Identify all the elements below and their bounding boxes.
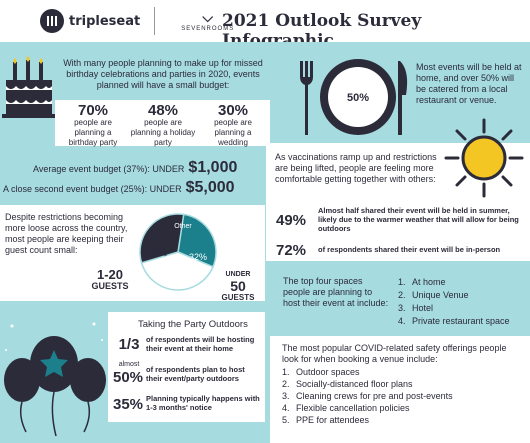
outdoors-stat-planning-value: 35% [112, 396, 144, 413]
pie-label-other: Other [174, 223, 192, 230]
outdoors-stat-planning: 35% Planning typically happens with 1-3 … [108, 392, 265, 420]
spaces-list: 1. At home 2. Unique Venue 3. Hotel 4. Priva… [398, 276, 526, 327]
pie-label-39: 39% [149, 248, 167, 258]
header: tripleseat ⌵ SEVENROOMS [0, 0, 530, 42]
tripleseat-logo-icon [40, 9, 64, 33]
pie-slice-other [177, 213, 217, 268]
outdoors-heading: Taking the Party Outdoors [138, 319, 248, 330]
guests-card [0, 205, 265, 301]
sevenrooms-logo-icon: ⌵ [202, 9, 214, 25]
budget-line-1-label: Average event budget (37%): UNDER [33, 164, 185, 174]
spaces-list-item: 1. At home [398, 277, 446, 287]
budget-line-2-value: $5,000 [185, 179, 235, 196]
safety-intro: The most popular COVID-related safety of… [282, 343, 507, 364]
stat-holiday: 48% people are planning a holiday party [130, 103, 196, 148]
outdoors-stat-outdoors-value: 50% [112, 369, 144, 386]
budget-line-2: A close second event budget (25%): UNDER… [3, 179, 273, 196]
guests-under-word: UNDER [225, 271, 251, 278]
plate-fork-knife-icon: 50% [300, 59, 408, 135]
guests-guests-word: GUESTS [221, 293, 255, 302]
vaccine-stat-summer: 49% Almost half shared their event will … [270, 206, 526, 236]
safety-list-item: 5. PPE for attendees [282, 415, 370, 425]
tripleseat-logo: tripleseat [40, 9, 140, 33]
guests-intro: Despite restrictions becoming more loose… [5, 212, 128, 255]
budget-line-1-value: $1,000 [188, 159, 238, 176]
tripleseat-brand-text: tripleseat [69, 13, 141, 29]
vaccine-stat-inperson-label: of respondents shared their event will b… [318, 245, 501, 254]
safety-list-item: 3. Cleaning crews for pre and post-events [282, 391, 453, 401]
stat-birthday-label: people are planning a birthday party [68, 118, 118, 147]
pie-slice-1-20 [140, 251, 214, 291]
vaccine-stat-summer-value: 49% [276, 212, 307, 229]
guests-small-label: 1-20 GUESTS [88, 268, 132, 291]
vaccine-stat-inperson-value: 72% [276, 242, 307, 259]
safety-list-item: 4. Flexible cancellation policies [282, 403, 410, 413]
outdoors-stat-outdoors-label: of respondents plan to host their event/… [146, 365, 245, 383]
outdoors-stat-home: 1/3 of respondents will be hosting their… [108, 333, 265, 361]
guests-small-number: 1-20 [96, 267, 124, 282]
outdoors-stat-home-label: of respondents will be hosting their eve… [146, 335, 255, 353]
spaces-list-item: 3. Hotel [398, 303, 434, 313]
outdoors-stat-outdoors: almost 50% of respondents plan to host t… [108, 361, 265, 390]
spaces-list-item: 2. Unique Venue [398, 290, 469, 300]
vaccine-intro: As vaccinations ramp up and restrictions… [275, 152, 437, 184]
balloons-icon [4, 322, 106, 437]
vaccine-stat-summer-label: Almost half shared their event will be h… [318, 206, 519, 233]
stat-holiday-value: 48% [147, 102, 179, 119]
home-text: Most events will be held at home, and ov… [416, 62, 522, 105]
guests-small-word: GUESTS [91, 281, 129, 291]
stat-wedding: 30% people are planning a wedding [200, 103, 266, 148]
outdoors-stat-planning-label: Planning typically happens with 1-3 mont… [146, 394, 260, 412]
stat-wedding-value: 30% [217, 102, 249, 119]
outdoors-card [108, 312, 265, 422]
safety-list-item: 1. Outdoor spaces [282, 367, 360, 377]
vaccine-stat-inperson: 72% of respondents shared their event wi… [270, 240, 526, 259]
birthday-cake-icon [2, 56, 56, 118]
spaces-list-item: 4. Private restaurant space [398, 316, 510, 326]
stat-wedding-label: people are planning a wedding [214, 118, 252, 147]
pie-label-32: 32% [189, 252, 207, 262]
safety-list-item: 2. Socially-distanced floor plans [282, 379, 413, 389]
birthday-intro: With many people planning to make up for… [63, 58, 263, 90]
budget-line-2-label: A close second event budget (25%): UNDER [3, 184, 182, 194]
home-pie-label: 50% [347, 92, 369, 104]
stat-birthday-value: 70% [77, 102, 109, 119]
safety-card [270, 336, 530, 443]
sun-icon [444, 118, 524, 198]
budget-line-1: Average event budget (37%): UNDER $1,000 [33, 159, 273, 176]
sevenrooms-logo: ⌵ SEVENROOMS [181, 10, 234, 32]
stat-birthday: 70% people are planning a birthday party [60, 103, 126, 148]
pie-slice-under-50 [139, 213, 185, 264]
outdoors-stat-home-value: 1/3 [118, 336, 140, 353]
birthday-stats-card [55, 100, 270, 146]
header-divider [154, 7, 156, 35]
outdoors-stat-outdoors-prefix: almost [118, 361, 140, 368]
guest-count-pie: Other 39% 32% [139, 213, 217, 291]
spaces-intro: The top four spaces people are planning … [283, 276, 389, 308]
sevenrooms-brand-text: SEVENROOMS [181, 26, 235, 32]
guests-50-number: 50 [230, 278, 246, 294]
guests-under50-label: UNDER 50 GUESTS [214, 271, 262, 302]
safety-list: 1. Outdoor spaces 2. Socially-distanced fl… [282, 366, 522, 426]
stat-holiday-label: people are planning a holiday party [130, 118, 196, 147]
